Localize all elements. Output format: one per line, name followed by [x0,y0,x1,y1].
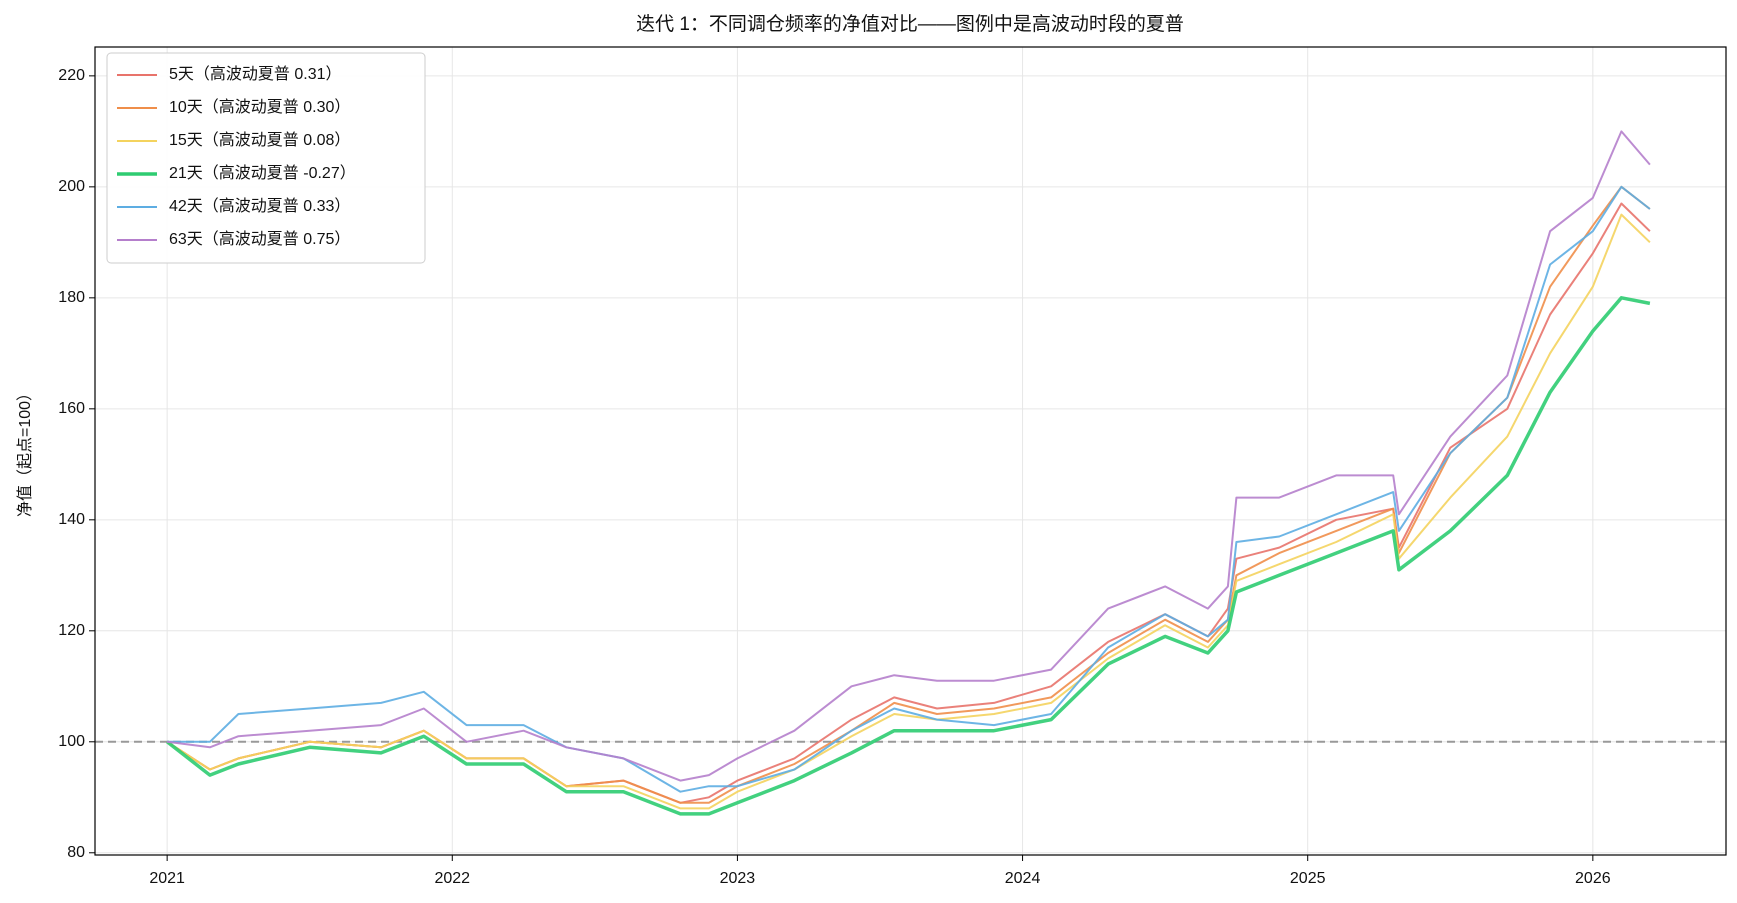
series-line [166,185,1651,804]
x-tick-label: 2023 [720,870,756,887]
x-tick-label: 2024 [1005,870,1041,887]
y-tick-label: 140 [58,511,85,528]
legend: 5天（高波动夏普 0.31） 10天（高波动夏普 0.30） 15天（高波动夏普 0… [106,52,426,264]
x-tick-label: 2022 [434,870,470,887]
legend-label: 63天（高波动夏普 0.75） [169,230,350,248]
series-line [166,213,1651,810]
legend-label: 5天（高波动夏普 0.31） [169,65,342,83]
series-line [167,185,1651,793]
y-tick-label: 200 [58,178,85,195]
chart-title: 迭代 1：不同调仓频率的净值对比——图例中是高波动时段的夏普 [636,13,1184,35]
legend-label: 42天（高波动夏普 0.33） [169,197,350,215]
legend-label: 21天（高波动夏普 -0.27） [169,164,356,182]
legend-label: 15天（高波动夏普 0.08） [169,131,350,149]
legend-box [106,52,426,264]
x-tick-label: 2021 [149,870,185,887]
y-tick-label: 100 [58,733,85,750]
y-tick-label: 160 [58,400,85,417]
y-tick-label: 120 [58,622,85,639]
series-line [166,296,1651,816]
plot-frame [94,46,1727,856]
series-line [166,130,1651,782]
y-tick-label: 80 [67,844,85,861]
y-tick-label: 180 [58,289,85,306]
y-tick-label: 220 [58,67,85,84]
legend-label: 10天（高波动夏普 0.30） [169,98,350,116]
x-tick-label: 2026 [1575,870,1611,887]
y-axis-label: 净值（起点=100） [16,385,34,517]
x-tick-label: 2025 [1290,870,1326,887]
